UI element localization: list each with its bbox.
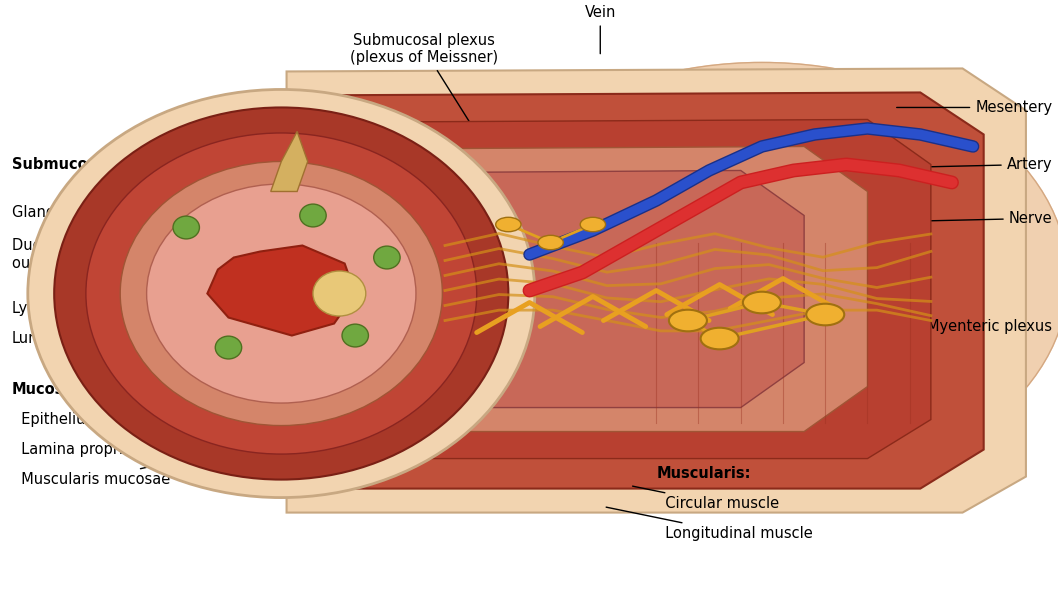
Ellipse shape bbox=[146, 184, 416, 403]
Ellipse shape bbox=[455, 62, 1059, 495]
Text: Longitudinal muscle: Longitudinal muscle bbox=[606, 507, 813, 541]
Text: Serosa:: Serosa: bbox=[657, 364, 718, 379]
Text: Submucosa: Submucosa bbox=[12, 157, 358, 179]
Text: Lumen: Lumen bbox=[12, 330, 342, 346]
Text: Duct of gland
outside tract: Duct of gland outside tract bbox=[12, 239, 300, 271]
Text: Glands in
submucosa: Glands in submucosa bbox=[335, 126, 423, 228]
Text: Gland in mucosa: Gland in mucosa bbox=[12, 205, 321, 220]
Text: Mucosa:: Mucosa: bbox=[12, 382, 80, 397]
Polygon shape bbox=[271, 132, 308, 191]
Circle shape bbox=[701, 328, 738, 349]
Text: Epithelium: Epithelium bbox=[657, 421, 744, 436]
Circle shape bbox=[806, 304, 844, 326]
Circle shape bbox=[580, 217, 606, 232]
Text: Nerve: Nerve bbox=[902, 211, 1053, 226]
Circle shape bbox=[496, 217, 521, 232]
Ellipse shape bbox=[28, 89, 535, 498]
Polygon shape bbox=[287, 170, 804, 408]
Polygon shape bbox=[287, 120, 931, 458]
Text: Myenteric plexus: Myenteric plexus bbox=[770, 319, 1053, 334]
Circle shape bbox=[742, 292, 780, 313]
Ellipse shape bbox=[342, 324, 369, 347]
Text: Lamina propria: Lamina propria bbox=[12, 402, 353, 457]
Ellipse shape bbox=[374, 246, 400, 269]
Polygon shape bbox=[287, 68, 1026, 513]
Circle shape bbox=[669, 310, 707, 332]
Text: Areolar connective tissue: Areolar connective tissue bbox=[657, 391, 851, 406]
Text: Submucosal plexus
(plexus of Meissner): Submucosal plexus (plexus of Meissner) bbox=[349, 33, 498, 141]
Text: Lymphatic tissue: Lymphatic tissue bbox=[12, 300, 331, 316]
Ellipse shape bbox=[300, 204, 326, 227]
Ellipse shape bbox=[121, 161, 443, 426]
Text: Artery: Artery bbox=[902, 157, 1053, 172]
Polygon shape bbox=[287, 92, 984, 489]
Ellipse shape bbox=[54, 108, 508, 480]
Circle shape bbox=[538, 236, 563, 249]
Text: Circular muscle: Circular muscle bbox=[632, 486, 779, 511]
Ellipse shape bbox=[215, 336, 241, 359]
Ellipse shape bbox=[86, 133, 477, 454]
Ellipse shape bbox=[173, 216, 199, 239]
Text: Epithelium: Epithelium bbox=[12, 381, 356, 427]
Text: Mesentery: Mesentery bbox=[897, 100, 1053, 115]
Text: Muscularis mucosae: Muscularis mucosae bbox=[12, 423, 347, 487]
Text: Vein: Vein bbox=[585, 5, 616, 54]
Polygon shape bbox=[208, 245, 355, 336]
Polygon shape bbox=[287, 147, 867, 432]
Ellipse shape bbox=[313, 271, 365, 316]
Text: Muscularis:: Muscularis: bbox=[657, 466, 751, 481]
